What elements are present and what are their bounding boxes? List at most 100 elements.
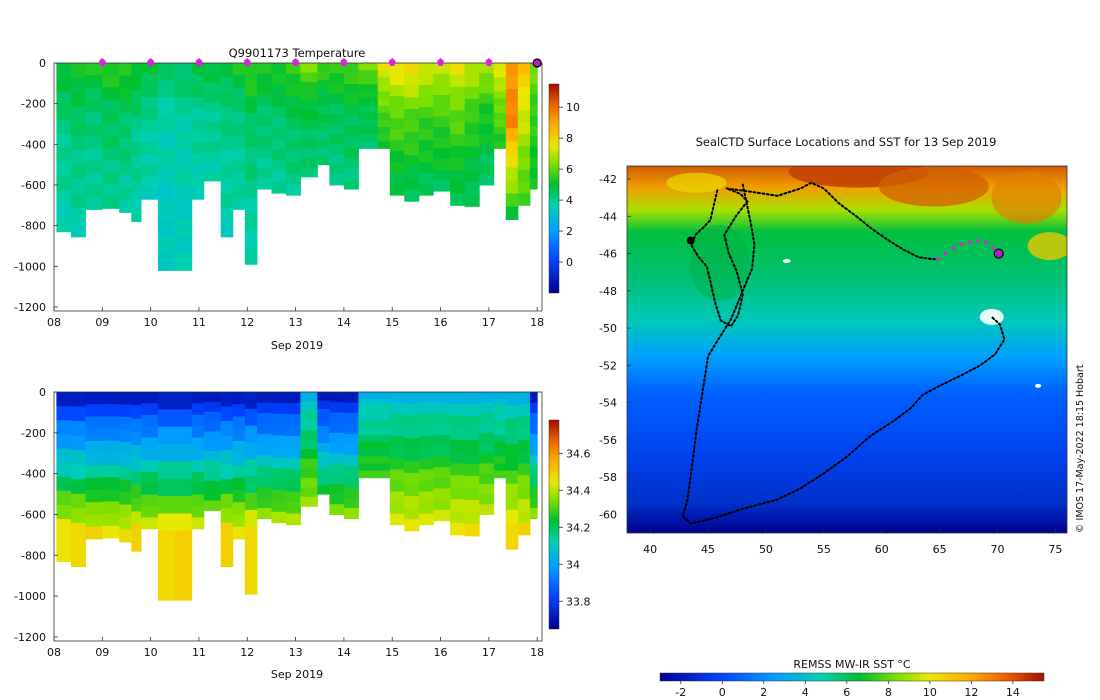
heatmap-cell: [220, 149, 234, 165]
heatmap-cell: [220, 464, 234, 480]
heatmap-cell: [102, 404, 120, 417]
heatmap-cell: [450, 499, 466, 512]
heatmap-cell: [517, 403, 531, 417]
heatmap-cell: [479, 453, 495, 464]
heatmap-cell: [433, 509, 451, 522]
heatmap-cell: [317, 113, 330, 123]
heatmap-cell: [119, 187, 132, 201]
heatmap-cell: [505, 193, 519, 207]
heatmap-cell: [102, 123, 120, 137]
heatmap-cell: [343, 84, 359, 96]
heatmap-cell: [271, 149, 287, 162]
heatmap-cell: [505, 509, 519, 524]
heatmap-cell: [56, 392, 72, 407]
heatmap-cell: [70, 551, 86, 568]
heatmap-cell: [404, 132, 420, 145]
heatmap-cell: [404, 484, 420, 497]
heatmap-cell: [285, 173, 301, 185]
heatmap-cell: [433, 467, 451, 479]
heatmap-cell: [377, 434, 391, 443]
heatmap-cell: [140, 97, 159, 109]
heatmap-cell: [389, 458, 405, 470]
recent-position: [959, 242, 964, 247]
heatmap-cell: [174, 548, 193, 566]
heatmap-cell: [203, 112, 222, 123]
heatmap-cell: [300, 72, 318, 83]
heatmap-cell: [464, 451, 480, 465]
profile-marker: [340, 58, 348, 66]
heatmap-cell: [140, 517, 159, 530]
map-y-tick-label: -42: [599, 173, 617, 186]
heatmap-cell: [517, 427, 531, 441]
heatmap-cell: [529, 73, 538, 85]
heatmap-cell: [157, 444, 176, 462]
heatmap-cell: [517, 487, 531, 500]
heatmap-cell: [389, 436, 405, 448]
heatmap-cell: [450, 403, 466, 417]
heatmap-cell: [505, 496, 519, 511]
heatmap-cell: [493, 84, 507, 92]
heatmap-cell: [505, 206, 519, 221]
heatmap-cell: [203, 431, 222, 442]
heatmap-cell: [157, 582, 176, 601]
heatmap-cell: [300, 91, 318, 102]
heatmap-cell: [256, 423, 272, 435]
heatmap-cell: [418, 118, 434, 130]
heatmap-cell: [85, 477, 103, 491]
heatmap-cell: [140, 437, 159, 450]
heatmap-cell: [343, 497, 359, 509]
heatmap-cell: [220, 77, 234, 93]
heatmap-cell: [505, 154, 519, 168]
heatmap-cell: [329, 144, 345, 155]
heatmap-cell: [271, 413, 287, 426]
temperature-x-ticks: 08 09 10 11 12 13 14 15 16 17 18: [47, 307, 544, 329]
heatmap-cell: [450, 63, 466, 76]
heatmap-cell: [140, 153, 159, 166]
heatmap-cell: [377, 449, 391, 457]
heatmap-cell: [256, 115, 272, 127]
heatmap-cell: [377, 70, 391, 78]
colorbar-tick-label: 6: [566, 163, 573, 176]
heatmap-cell: [244, 180, 258, 198]
heatmap-cell: [377, 413, 391, 422]
seal-track-line-south: [681, 183, 1006, 525]
heatmap-cell: [389, 502, 405, 515]
heatmap-cell: [56, 420, 72, 435]
heatmap-cell: [450, 439, 466, 453]
heatmap-cell: [517, 169, 531, 183]
heatmap-cell: [464, 158, 480, 171]
colorbar-tick-label: 2: [566, 225, 573, 238]
x-tick-label: 16: [434, 316, 448, 329]
heatmap-cell: [317, 400, 330, 410]
heatmap-cell: [450, 74, 466, 88]
heatmap-cell: [131, 89, 142, 104]
heatmap-cell: [329, 113, 345, 125]
heatmap-cell: [433, 63, 451, 75]
heatmap-cell: [174, 513, 193, 532]
y-tick-label: -1000: [14, 260, 46, 273]
heatmap-cell: [329, 392, 345, 403]
heatmap-cell: [317, 96, 330, 106]
heatmap-cell: [317, 409, 330, 419]
heatmap-cell: [119, 175, 132, 189]
profile-marker: [195, 58, 203, 66]
heatmap-cell: [404, 461, 420, 474]
heatmap-cell: [300, 63, 318, 73]
x-tick-label: 11: [192, 316, 206, 329]
temperature-xlabel: Sep 2019: [271, 339, 323, 352]
heatmap-cell: [433, 105, 451, 117]
heatmap-cell: [157, 132, 176, 150]
heatmap-cell: [464, 475, 480, 489]
heatmap-cell: [174, 149, 193, 168]
heatmap-cell: [300, 401, 318, 412]
heatmap-cell: [244, 63, 258, 81]
heatmap-cell: [479, 73, 495, 84]
heatmap-cell: [203, 131, 222, 143]
map-y-tick-label: -60: [599, 508, 617, 521]
heatmap-cell: [317, 392, 330, 402]
heatmap-cell: [493, 91, 507, 100]
map-y-tick-label: -50: [599, 322, 617, 335]
heatmap-cell: [433, 477, 451, 489]
heatmap-cell: [70, 522, 86, 538]
